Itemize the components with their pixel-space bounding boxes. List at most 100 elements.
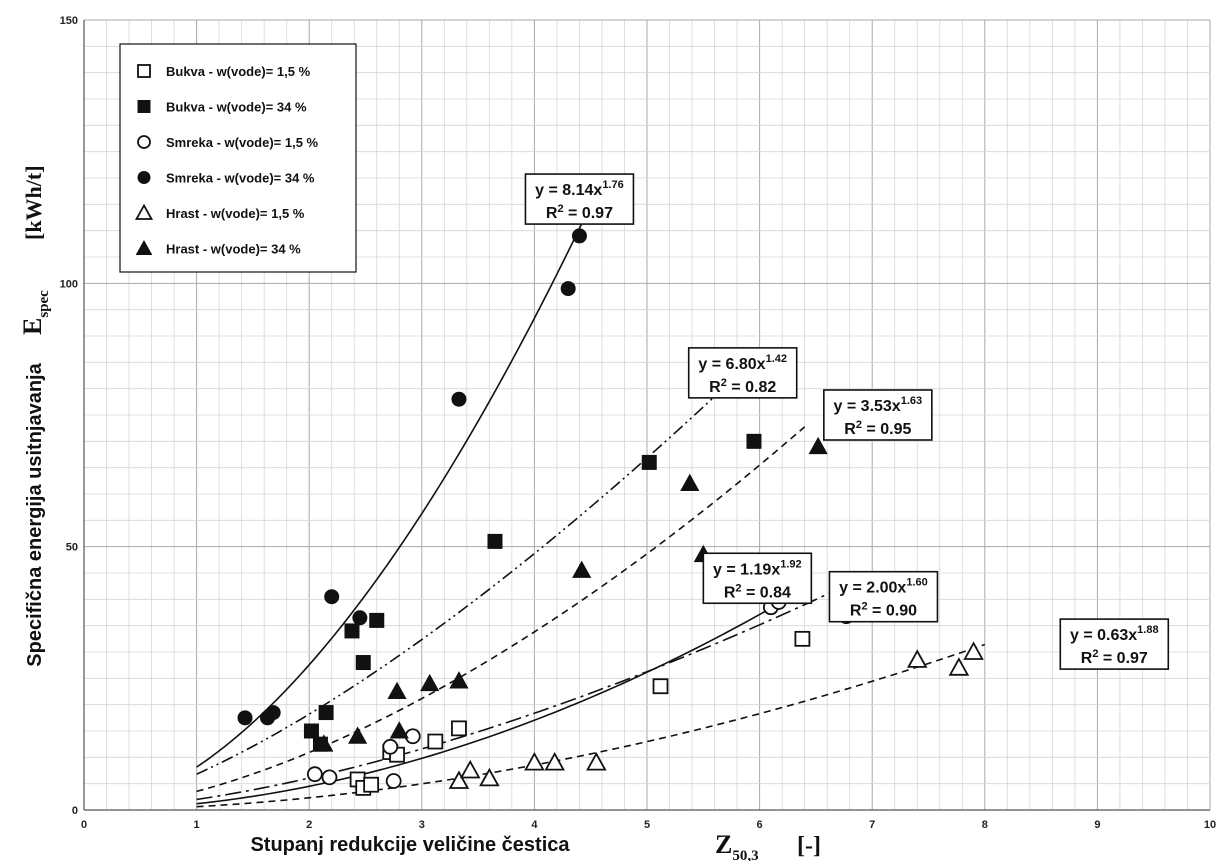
data-point-triangle — [544, 751, 565, 771]
data-point-circle — [324, 589, 340, 605]
fit-curve — [196, 374, 738, 775]
data-point-circle — [321, 769, 338, 786]
y-axis-symbol: Espec — [18, 290, 52, 335]
data-point-triangle — [963, 641, 984, 660]
fit-curve — [196, 426, 806, 793]
data-point-circle — [560, 281, 576, 297]
data-point-triangle — [459, 759, 481, 779]
x-tick-label: 3 — [419, 819, 425, 831]
legend-label: Bukva - w(vode)= 34 % — [166, 100, 307, 115]
legend: Bukva - w(vode)= 1,5 % Bukva - w(vode)= 3… — [119, 43, 357, 273]
data-point-circle — [571, 228, 587, 244]
data-point-triangle — [906, 649, 928, 668]
x-axis-unit: [-] — [797, 833, 821, 859]
y-tick-label: 50 — [66, 542, 78, 554]
axis-labels: Stupanj redukcije veličine čestica Z50,3 [… — [18, 165, 821, 864]
x-tick-label: 5 — [644, 819, 650, 831]
y-tick-label: 100 — [60, 278, 78, 290]
fit-curve — [196, 643, 986, 808]
x-tick-label: 1 — [194, 819, 200, 831]
data-point-triangle — [524, 751, 545, 771]
equation-box — [823, 389, 933, 441]
legend-label: Hrast - w(vode)= 34 % — [166, 242, 301, 257]
x-tick-label: 10 — [1204, 819, 1216, 831]
fit-curves — [196, 216, 986, 808]
legend-box — [119, 43, 357, 273]
data-point-triangle — [948, 657, 970, 676]
data-point-square — [344, 623, 360, 639]
data-point-square — [652, 678, 669, 695]
equation-text: y = 3.53x1.63 — [834, 395, 923, 415]
data-point-square — [369, 612, 385, 628]
data-point-triangle — [348, 726, 368, 744]
data-point-circle — [306, 766, 323, 783]
x-axis-symbol: Z50,3 — [715, 830, 759, 861]
r-squared-text: R2 = 0.84 — [724, 582, 791, 601]
equation-text: y = 1.19x1.92 — [713, 558, 802, 578]
r-squared-text: R2 = 0.95 — [844, 419, 911, 438]
data-point-circle — [237, 710, 253, 726]
data-point-triangle — [420, 673, 440, 692]
equation-text: y = 6.80x1.42 — [698, 353, 787, 373]
x-tick-label: 2 — [306, 819, 312, 831]
x-tick-label: 0 — [81, 819, 87, 831]
fit-curve — [196, 216, 586, 768]
data-point-circle — [265, 705, 281, 721]
fit-curve — [196, 594, 794, 805]
y-tick-label: 150 — [60, 15, 78, 27]
legend-marker — [137, 100, 151, 113]
r-squared-text: R2 = 0.97 — [1081, 648, 1148, 667]
data-point-square — [451, 720, 467, 737]
y-axis-label: Specifična energija usitnjavanja — [24, 362, 46, 666]
data-point-circle — [451, 391, 467, 407]
data-points — [237, 228, 984, 796]
equation-box — [1059, 618, 1170, 670]
legend-marker — [137, 64, 151, 78]
legend-label: Hrast - w(vode)= 1,5 % — [166, 206, 305, 221]
data-point-square — [355, 655, 371, 671]
data-point-triangle — [449, 671, 469, 689]
legend-marker — [137, 171, 151, 184]
data-point-triangle — [572, 560, 592, 578]
legend-marker — [135, 239, 153, 255]
legend-label: Bukva - w(vode)= 1,5 % — [166, 64, 311, 79]
r-squared-text: R2 = 0.97 — [546, 203, 613, 222]
fit-curve — [196, 588, 839, 801]
data-point-triangle — [314, 734, 334, 752]
equation-box — [687, 347, 798, 399]
data-point-square — [303, 723, 319, 739]
data-point-triangle — [586, 751, 607, 771]
r-squared-text: R2 = 0.90 — [850, 601, 917, 620]
legend-label: Smreka - w(vode)= 34 % — [166, 171, 315, 186]
data-point-triangle — [387, 681, 407, 699]
data-point-triangle — [808, 436, 828, 455]
x-axis-label: Stupanj redukcije veličine čestica — [250, 834, 570, 856]
data-point-circle — [352, 610, 368, 626]
equation-box — [828, 570, 939, 623]
x-tick-label: 7 — [869, 819, 875, 831]
y-tick-label: 0 — [72, 805, 78, 817]
x-tick-label: 6 — [757, 819, 763, 831]
x-tick-label: 4 — [531, 819, 538, 831]
r-squared-text: R2 = 0.82 — [709, 377, 776, 396]
equation-box — [524, 173, 635, 225]
data-point-square — [363, 776, 380, 793]
data-point-square — [794, 630, 811, 647]
equation-box — [702, 552, 813, 605]
data-point-square — [641, 454, 657, 470]
equation-labels: y = 8.14x1.76 R2 = 0.97 y = 6.80x1.42 R2 = … — [524, 173, 1170, 670]
data-point-circle — [382, 738, 399, 755]
equation-text: y = 2.00x1.60 — [839, 577, 928, 597]
legend-label: Smreka - w(vode)= 1,5 % — [166, 135, 319, 150]
data-point-triangle — [389, 721, 409, 739]
equation-text: y = 0.63x1.88 — [1070, 624, 1159, 644]
data-point-square — [318, 705, 334, 721]
data-point-circle — [404, 728, 421, 745]
y-axis-unit: [kWh/t] — [21, 165, 46, 240]
data-point-square — [427, 733, 444, 750]
data-point-triangle — [479, 767, 500, 787]
legend-marker — [137, 135, 151, 149]
